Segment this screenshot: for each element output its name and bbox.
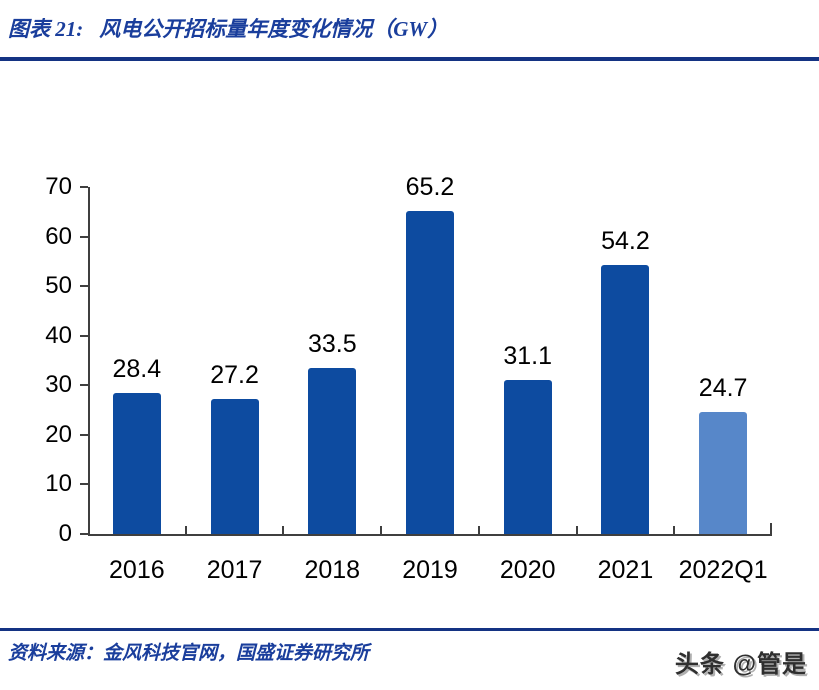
y-axis-tick-label: 10 [45,470,72,498]
bar-chart-plot-area: 0 10 20 30 40 50 60 70 28.4 2016 27.2 2017 33.5 2018 6… [45,173,772,584]
x-axis-label: 2021 [597,556,654,584]
x-axis-tick [282,526,285,534]
y-axis-tick [80,533,88,535]
bar-value-label: 28.4 [112,355,162,384]
y-axis-tick [80,334,88,337]
page-title: 图表 21: 风电公开招标量年度变化情况（GW） [8,13,808,43]
y-axis-tick-label: 60 [45,222,72,250]
bar [210,399,259,534]
x-axis-tick [380,526,383,534]
y-axis-tick-label: 70 [45,173,72,200]
x-axis-label: 2016 [109,556,165,584]
y-axis-tick-label: 40 [45,321,72,349]
bar [503,379,552,534]
x-axis-label: 2020 [499,556,556,584]
bar-value-label: 31.1 [503,341,553,370]
bar-value-label: 54.2 [601,227,650,256]
x-axis-tick [477,526,480,534]
bar [406,210,454,534]
bar [308,367,357,534]
watermark-text: 头条 @管是 [674,651,807,678]
bar-value-label: 24.7 [698,373,748,402]
x-axis-tick [575,526,578,534]
bar [699,411,748,534]
x-axis-tick [673,526,676,534]
y-axis-tick-label: 50 [45,272,72,300]
y-axis-tick [80,235,88,238]
y-axis-line [88,187,90,534]
y-axis-tick [80,483,88,486]
source-text: 资料来源：金风科技官网，国盛证券研究所 [8,643,370,664]
chart-number-label: 图表 21: [8,17,84,41]
header-divider-line [0,57,819,61]
x-axis-line [88,534,772,536]
y-axis-tick [80,384,88,387]
x-axis-label: 2017 [206,556,263,584]
x-axis-tick [770,523,772,534]
y-axis-tick [80,285,88,288]
x-axis-label: 2019 [402,556,458,584]
x-axis-tick [184,526,187,534]
y-axis-tick-label: 20 [45,420,72,448]
bar-value-label: 33.5 [307,329,357,358]
y-axis-tick [80,186,88,188]
chart-title: 风电公开招标量年度变化情况（GW） [99,17,449,41]
x-axis-label: 2022Q1 [678,556,768,584]
footer-divider-line [0,628,819,631]
bar-value-label: 65.2 [405,172,455,201]
x-axis-label: 2018 [304,556,361,584]
bar [601,265,650,534]
y-axis-tick [80,433,88,436]
bar-value-label: 27.2 [210,361,259,390]
y-axis-tick-label: 0 [58,520,72,547]
y-axis-tick-label: 30 [45,371,72,399]
bar [112,393,161,534]
